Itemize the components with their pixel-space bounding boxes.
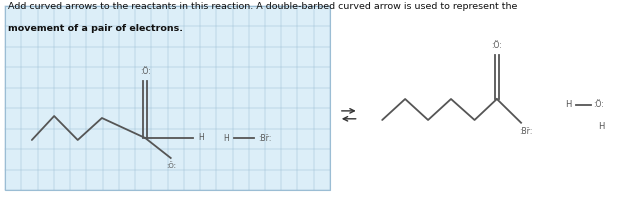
Text: H: H <box>598 122 605 131</box>
Bar <box>5 6 330 190</box>
Text: :Ö:: :Ö: <box>594 100 604 109</box>
Text: H: H <box>223 133 229 143</box>
Text: Add curved arrows to the reactants in this reaction. A double-barbed curved arro: Add curved arrows to the reactants in th… <box>8 2 517 11</box>
Text: :Br̈:: :Br̈: <box>520 127 533 136</box>
Text: :Ö:: :Ö: <box>166 162 176 169</box>
Text: :Ö:: :Ö: <box>140 67 150 76</box>
Text: H: H <box>198 132 204 142</box>
Text: :Br̈:: :Br̈: <box>259 133 271 143</box>
Text: movement of a pair of electrons.: movement of a pair of electrons. <box>8 24 183 33</box>
Text: H: H <box>565 100 571 109</box>
Text: :Ö:: :Ö: <box>492 42 502 50</box>
